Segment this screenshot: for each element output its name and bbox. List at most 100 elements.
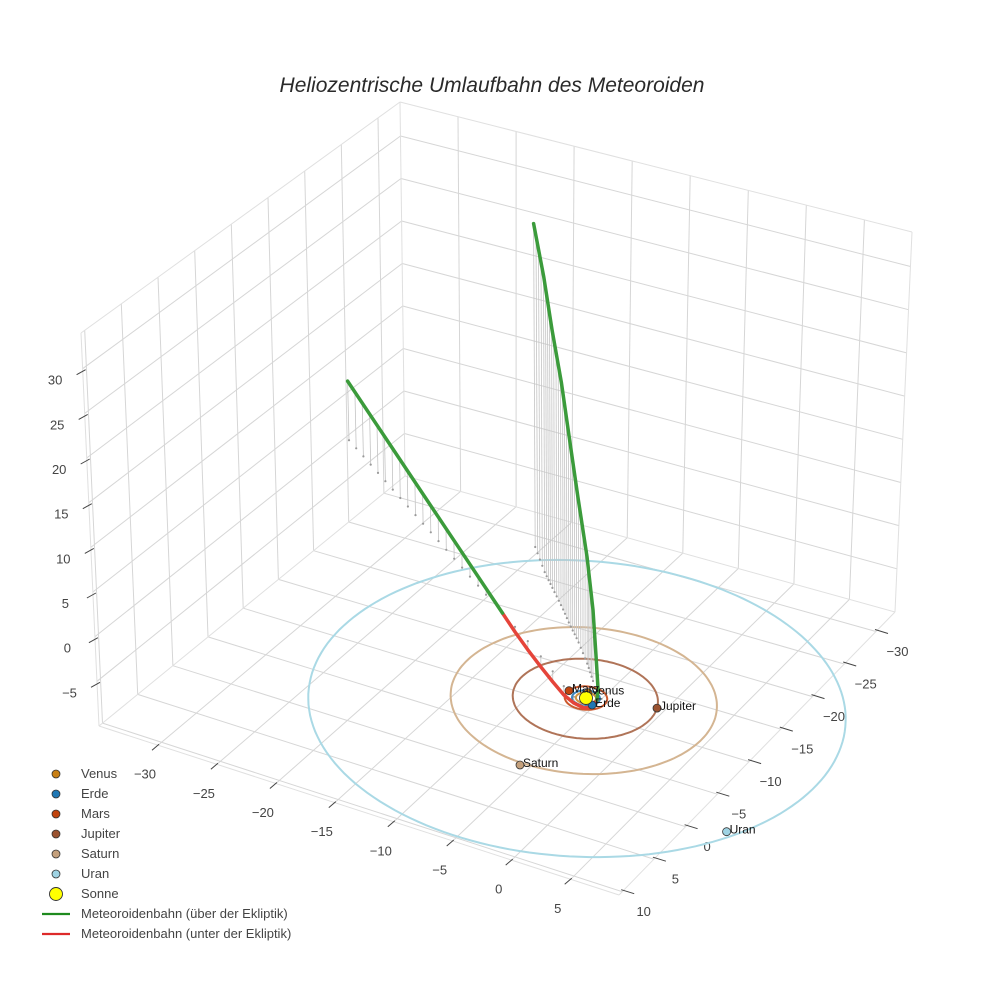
x-axis-tick [151, 743, 160, 751]
drop-line [551, 326, 553, 588]
gridline [383, 492, 877, 632]
trajectory-below-ecliptic[interactable] [500, 611, 599, 710]
drop-line-foot [549, 582, 552, 586]
planet-label: Jupiter [660, 699, 696, 713]
drop-line-foot [575, 637, 578, 640]
y-tick-label: −30 [886, 644, 908, 659]
z-tick-label: 10 [56, 551, 70, 566]
gridline [848, 219, 865, 600]
drop-line-foot [590, 675, 593, 678]
drop-line-layer [347, 223, 595, 708]
x-axis-tick [210, 762, 219, 770]
drop-line [557, 364, 560, 601]
drop-line [361, 402, 364, 457]
gridline [82, 135, 401, 370]
drop-line-foot [369, 463, 372, 466]
drop-line [533, 223, 536, 548]
jupiter-orbit [511, 657, 659, 740]
sun-marker[interactable] [579, 691, 593, 705]
planet-label: Uran [730, 823, 756, 837]
drop-line-foot [453, 557, 456, 560]
drop-line-foot [567, 621, 570, 624]
y-axis-tick [747, 759, 762, 765]
drop-line-foot [559, 604, 563, 607]
legend-item-sonne[interactable]: Sonne [38, 884, 291, 904]
x-axis-tick [446, 839, 455, 847]
drop-line-foot [406, 505, 409, 508]
legend-item-trajectory-above[interactable]: Meteoroidenbahn (über der Ekliptik) [38, 904, 291, 924]
gridline [230, 224, 244, 609]
drop-line-foot [513, 625, 517, 628]
x-tick-label: −20 [252, 805, 274, 820]
drop-line-foot [555, 595, 558, 598]
trajectory-above-ecliptic[interactable] [345, 379, 505, 615]
red-line-icon [42, 932, 70, 936]
legend-item-jupiter[interactable]: Jupiter [38, 824, 291, 844]
uran-planet-marker[interactable] [722, 827, 731, 837]
sun-marker-icon [49, 887, 63, 901]
gridline [682, 175, 691, 554]
x-axis-tick [387, 820, 396, 828]
z-tick-label: 15 [54, 507, 68, 522]
legend-item-venus[interactable]: Venus [38, 764, 291, 784]
marker-dot [49, 887, 63, 901]
drop-line [414, 481, 416, 516]
planet-label: Mars [572, 682, 599, 696]
drop-line-foot [429, 531, 432, 534]
legend-item-mars[interactable]: Mars [38, 804, 291, 824]
z-axis-tick [80, 458, 90, 465]
drop-line-foot [562, 685, 565, 688]
saturn-planet-marker[interactable] [515, 760, 525, 770]
legend-item-trajectory-below[interactable]: Meteoroidenbahn (unter der Ekliptik) [38, 924, 291, 944]
y-tick-label: −15 [791, 742, 813, 757]
jupiter-planet-marker[interactable] [652, 703, 662, 713]
drop-line-foot [553, 591, 556, 594]
box-edge [399, 101, 913, 233]
y-axis-tick [779, 726, 793, 732]
gridline [402, 263, 905, 397]
gridline [88, 263, 403, 504]
gridline [84, 330, 103, 724]
chart-title: Heliozentrische Umlaufbahn des Meteoroid… [279, 74, 705, 97]
marker-dot [51, 809, 61, 819]
legend-label: Saturn [81, 846, 120, 861]
mars-planet-marker[interactable] [564, 686, 574, 696]
drop-line-foot [551, 670, 554, 673]
drop-line [547, 300, 549, 581]
gridline [626, 160, 633, 538]
marker-dot [51, 849, 61, 859]
z-axis-tick [84, 547, 95, 554]
box-edge [80, 101, 401, 334]
drop-line [369, 414, 372, 465]
drop-line-foot [414, 514, 417, 517]
legend-item-saturn[interactable]: Saturn [38, 844, 291, 864]
x-tick-label: −10 [370, 843, 392, 858]
drop-line-foot [477, 584, 480, 587]
gridline [511, 583, 795, 861]
drop-line [354, 391, 357, 449]
gridline [377, 117, 385, 494]
box-edge [98, 475, 406, 727]
drop-line-foot [543, 571, 546, 574]
y-axis-tick [874, 629, 889, 634]
z-axis-tick [90, 681, 101, 688]
z-axis-tick [88, 637, 99, 644]
z-tick-label: 0 [64, 641, 71, 656]
gridline [401, 220, 907, 354]
drop-line-foot [557, 599, 561, 602]
gridline [84, 178, 402, 414]
gridline [92, 348, 404, 593]
drop-line-foot [362, 455, 365, 458]
legend-item-erde[interactable]: Erde [38, 784, 291, 804]
gridline [275, 521, 573, 784]
drop-line-foot [581, 652, 585, 655]
gridline [403, 348, 901, 483]
drop-line [406, 470, 409, 507]
trajectory-above-ecliptic[interactable] [531, 221, 600, 702]
drop-line-foot [536, 552, 539, 555]
box-edge [618, 611, 896, 896]
legend-item-uran[interactable]: Uran [38, 864, 291, 884]
